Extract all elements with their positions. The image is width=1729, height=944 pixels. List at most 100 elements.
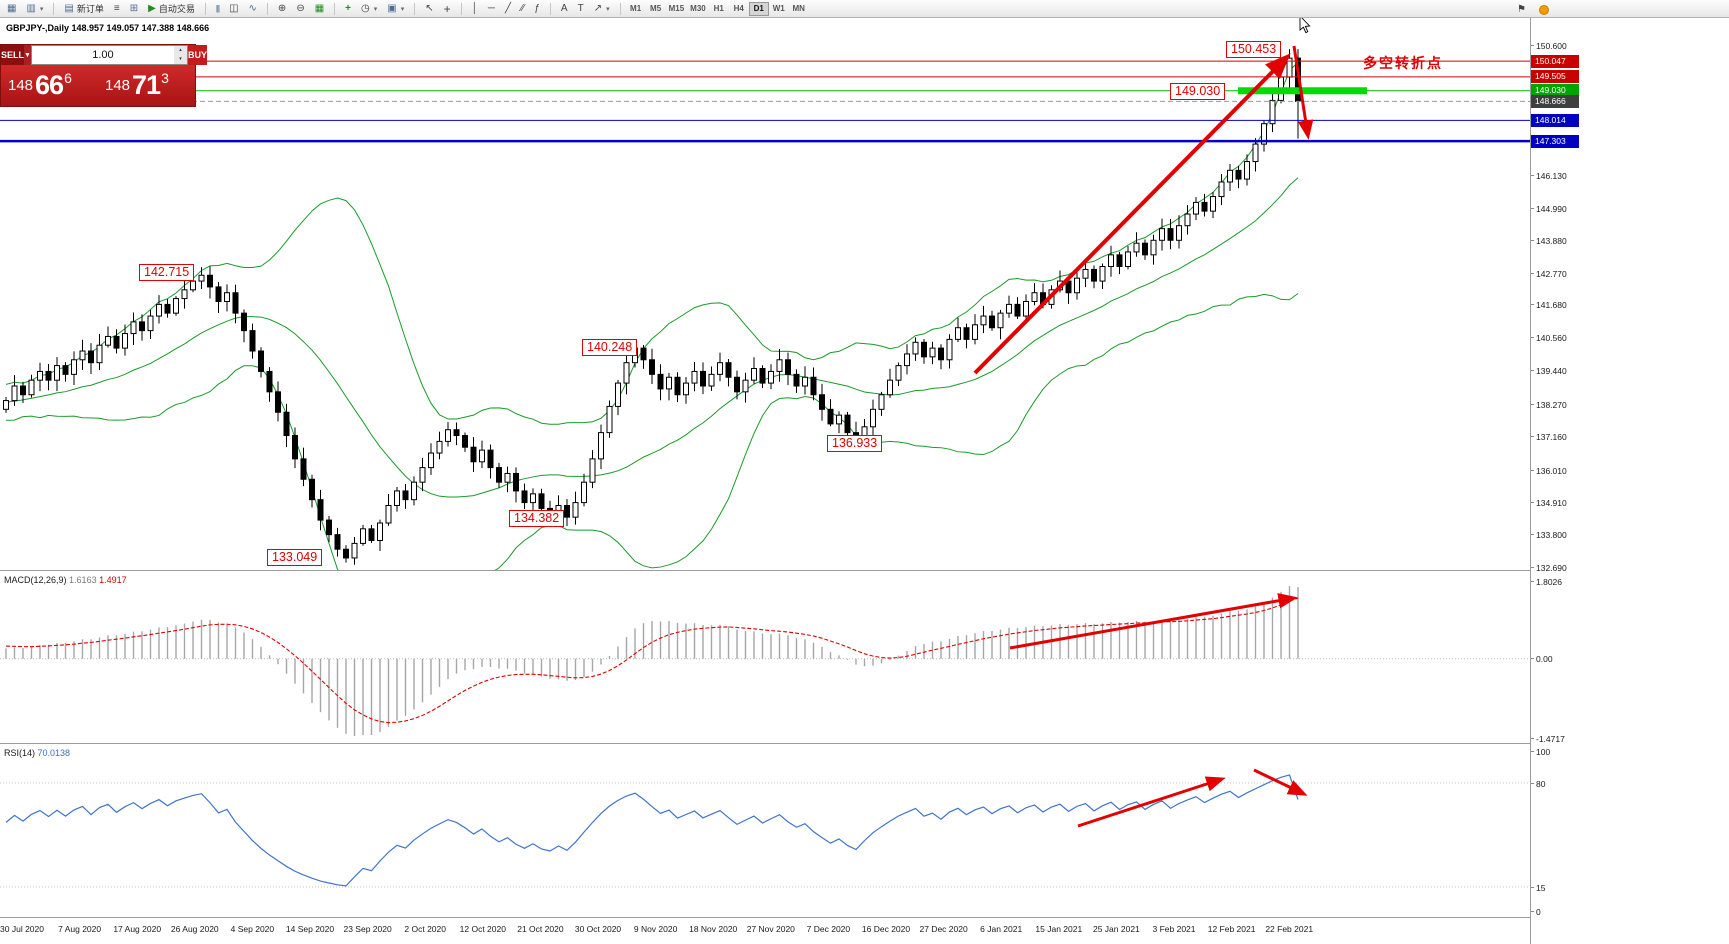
date-axis-label: 4 Sep 2020 <box>230 924 275 934</box>
date-axis-label: 30 Jul 2020 <box>0 924 44 934</box>
bid-price-display[interactable]: 148 66 6 <box>1 65 98 106</box>
price-label-annotation[interactable]: 136.933 <box>827 435 883 452</box>
toolbar-separator <box>53 2 55 15</box>
panel-separator-dates[interactable] <box>0 917 1530 918</box>
price-label-annotation[interactable]: 134.382 <box>509 510 565 527</box>
zoom-out-button[interactable]: ⊖ <box>291 1 309 16</box>
sell-options-caret[interactable]: ▼ <box>24 45 31 65</box>
trendline-button[interactable]: ╱ <box>500 1 516 16</box>
vertical-line-icon: │ <box>471 2 478 14</box>
macd-label: MACD(12,26,9) <box>4 575 67 585</box>
line-chart-button[interactable]: ∿ <box>244 1 262 16</box>
sell-button[interactable]: SELL <box>1 45 25 65</box>
channel-button[interactable]: ∕∕ <box>516 1 529 16</box>
toolbar-separator <box>460 2 462 15</box>
ask-main: 71 <box>132 70 161 100</box>
caret-down-icon: ▼ <box>24 51 31 59</box>
macd-header: MACD(12,26,9) 1.6163 1.4917 <box>4 575 127 585</box>
new-order-button[interactable]: ▤ 新订单 <box>59 1 108 16</box>
zoom-in-button[interactable]: ⊕ <box>273 1 291 16</box>
tf-h4-button[interactable]: H4 <box>729 2 749 16</box>
ask-price-display[interactable]: 148 71 3 <box>98 65 195 106</box>
navigator-button[interactable]: ⊞ <box>125 1 143 16</box>
date-axis-label: 2 Oct 2020 <box>404 924 446 934</box>
price-axis-tag: 149.030 <box>1531 84 1579 98</box>
volume-decrease-button[interactable]: ▾ <box>173 55 187 64</box>
trendline-icon: ╱ <box>504 2 511 14</box>
rsi-scale-15: 15 <box>1530 882 1546 893</box>
date-axis-label: 14 Sep 2020 <box>285 924 335 934</box>
auto-trading-button[interactable]: ▶ 自动交易 <box>143 1 200 16</box>
rsi-header: RSI(14) 70.0138 <box>4 748 70 758</box>
text-button[interactable]: A <box>556 1 573 16</box>
tf-mn-button[interactable]: MN <box>789 2 809 16</box>
crosshair-button[interactable]: + <box>439 1 456 16</box>
date-axis-label: 18 Nov 2020 <box>689 924 738 934</box>
chevron-down-icon: ▾ <box>39 5 44 13</box>
volume-input[interactable] <box>31 46 174 64</box>
panel-separator-macd[interactable] <box>0 570 1530 571</box>
tf-d1-button[interactable]: D1 <box>748 1 769 16</box>
chevron-down-icon: ▾ <box>400 5 405 13</box>
price-label-annotation[interactable]: 142.715 <box>139 264 195 281</box>
date-axis-label: 9 Nov 2020 <box>633 924 678 934</box>
arrows-button[interactable]: ↗ ▾ <box>589 1 615 16</box>
date-axis-label: 23 Sep 2020 <box>343 924 392 934</box>
auto-trading-play-icon: ▶ <box>148 2 156 14</box>
toolbar-separator <box>549 2 551 15</box>
tf-m15-button[interactable]: M15 <box>666 2 688 16</box>
price-label-annotation[interactable]: 150.453 <box>1226 41 1282 58</box>
toolbar-separator <box>204 2 206 15</box>
price-axis[interactable]: 150.600 146.130 144.990 143.880 142.770 141.6… <box>1530 18 1602 944</box>
templates-icon: ▣ <box>387 2 397 14</box>
horizontal-line-button[interactable]: ─ <box>483 1 500 16</box>
candle-chart-button[interactable]: ◫ <box>224 1 243 16</box>
periods-button[interactable]: ◷ ▾ <box>356 1 382 16</box>
indicators-button[interactable]: + <box>340 1 356 16</box>
tile-windows-icon: ▦ <box>314 2 325 14</box>
cursor-button[interactable]: ↖ <box>420 1 438 16</box>
market-watch-button[interactable]: ≡ <box>109 1 125 16</box>
market-watch-icon: ≡ <box>113 2 120 14</box>
rsi-label: RSI(14) <box>4 748 36 758</box>
horizontal-line-icon: ─ <box>487 2 495 14</box>
price-axis-tag: 150.047 <box>1531 54 1579 68</box>
tile-windows-button[interactable]: ▦ <box>310 1 329 16</box>
alerts-button[interactable]: ⚑ <box>1512 2 1531 17</box>
price-axis-tick: 134.910 <box>1531 497 1567 508</box>
timeframe-group: M1 M5 M15 M30 H1 H4 D1 W1 MN <box>624 0 811 17</box>
date-axis-label: 6 Jan 2021 <box>980 924 1023 934</box>
price-label-annotation[interactable]: 140.248 <box>582 339 638 356</box>
text-label-button[interactable]: T <box>573 1 589 16</box>
panel-separator-rsi[interactable] <box>0 743 1530 744</box>
new-chart-button[interactable]: ▦ <box>2 1 21 16</box>
date-axis-label: 12 Feb 2021 <box>1207 924 1256 934</box>
fibonacci-button[interactable]: ƒ <box>529 1 545 16</box>
date-axis-label: 25 Jan 2021 <box>1092 924 1140 934</box>
price-axis-tick: 150.600 <box>1531 40 1567 51</box>
templates-button[interactable]: ▣ ▾ <box>382 1 409 16</box>
date-axis[interactable]: 30 Jul 2020 7 Aug 2020 17 Aug 2020 26 Aug 2… <box>0 918 1530 944</box>
tf-m5-button[interactable]: M5 <box>646 2 666 16</box>
tf-h1-button[interactable]: H1 <box>709 2 729 16</box>
turning-point-note[interactable]: 多空转折点 <box>1363 55 1443 71</box>
vertical-line-button[interactable]: │ <box>467 1 483 16</box>
bar-chart-button[interactable]: ||| <box>211 1 224 16</box>
tf-m30-button[interactable]: M30 <box>687 2 709 16</box>
price-axis-tick: 144.990 <box>1531 204 1567 214</box>
volume-box: ▴ ▾ <box>30 45 188 65</box>
price-axis-tick: 140.560 <box>1531 333 1567 344</box>
tf-m1-button[interactable]: M1 <box>626 2 646 16</box>
profiles-icon: ▥ <box>26 2 36 14</box>
indicators-add-icon: + <box>345 2 351 14</box>
buy-button[interactable]: BUY <box>187 45 207 65</box>
profiles-button[interactable]: ▥ ▾ <box>21 1 48 16</box>
price-label-annotation[interactable]: 133.049 <box>267 549 323 566</box>
price-axis-tick: 143.880 <box>1531 236 1567 247</box>
volume-increase-button[interactable]: ▴ <box>173 46 187 55</box>
notification-badge-icon[interactable] <box>1538 4 1549 15</box>
rsi-scale-80: 80 <box>1530 778 1546 789</box>
price-chart-canvas[interactable] <box>0 0 1531 944</box>
price-label-annotation[interactable]: 149.030 <box>1170 83 1226 100</box>
tf-w1-button[interactable]: W1 <box>769 2 789 16</box>
